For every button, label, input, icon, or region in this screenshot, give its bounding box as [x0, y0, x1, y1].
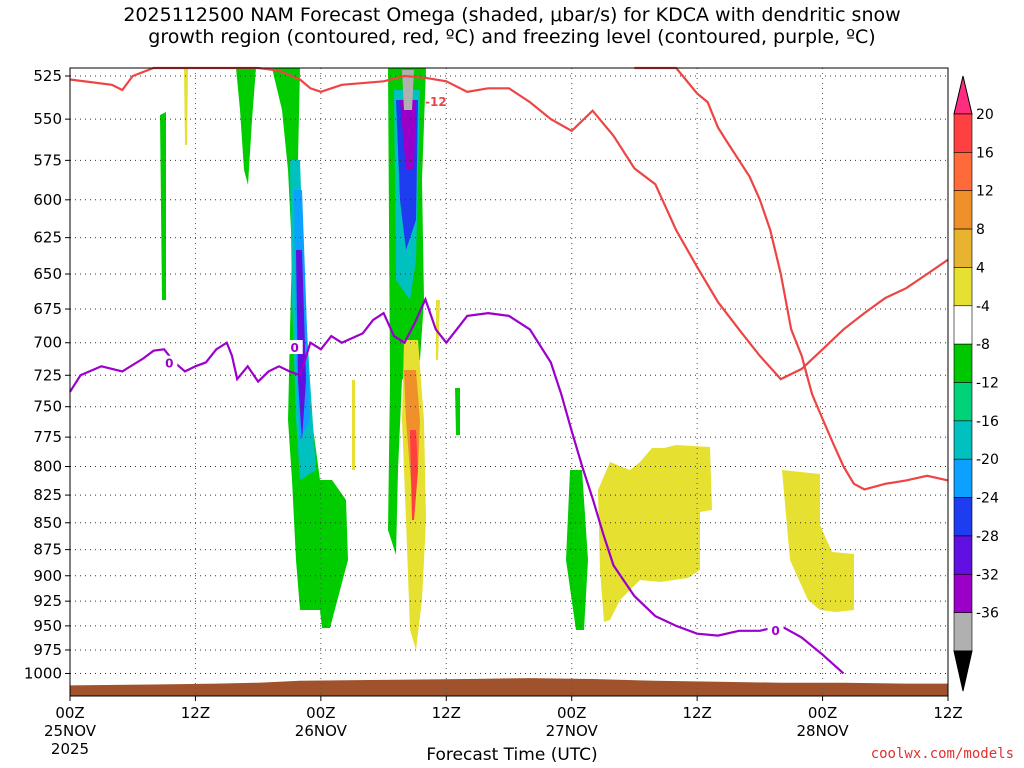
y-tick-label: 675 [33, 300, 62, 318]
contour-label-bg [286, 340, 303, 355]
omega-region-green [236, 68, 256, 185]
freezing-contour-label: 0 [165, 357, 173, 371]
y-tick-label: 775 [33, 428, 62, 446]
colorbar-label: -36 [976, 606, 999, 622]
omega-region-yellow [352, 380, 355, 470]
chart-title-line-2: growth region (contoured, red, ºC) and f… [148, 26, 876, 48]
y-tick-label: 975 [33, 641, 62, 659]
x-tick-date-label: 25NOV [44, 722, 97, 740]
y-tick-label: 900 [33, 567, 62, 585]
x-tick-label: 00Z [557, 704, 586, 722]
colorbar-swatch [953, 497, 973, 537]
colorbar-label: 20 [976, 107, 994, 123]
terrain-ground [70, 678, 948, 696]
colorbar-swatch [953, 228, 973, 268]
colorbar-label: -32 [976, 567, 999, 583]
colorbar-label: 8 [976, 222, 985, 238]
colorbar-bottom-triangle [953, 650, 973, 692]
dgz-contour-label: -12 [425, 95, 447, 109]
colorbar-label: -28 [976, 529, 999, 545]
y-tick-label: 750 [33, 398, 62, 416]
colorbar-swatch [953, 420, 973, 460]
omega-region-green [272, 68, 348, 628]
omega-region-green [566, 470, 588, 630]
omega-region-green [455, 388, 460, 435]
freezing-level-contour [69, 296, 845, 675]
freezing-contour-label: 0 [771, 624, 779, 638]
y-tick-label: 800 [33, 458, 62, 476]
y-tick-label: 550 [33, 110, 62, 128]
colorbar-swatch [953, 343, 973, 383]
omega-region-gray [402, 70, 414, 110]
colorbar-label: 12 [976, 184, 994, 200]
colorbar-swatch [953, 113, 973, 153]
y-tick-label: 700 [33, 334, 62, 352]
omega-region-red [410, 430, 418, 520]
colorbar-swatch [953, 305, 973, 345]
x-tick-label: 12Z [181, 704, 210, 722]
x-tick-date-label: 26NOV [295, 722, 348, 740]
y-tick-label: 950 [33, 617, 62, 635]
colorbar-label: -8 [976, 337, 990, 353]
colorbar-swatch [953, 267, 973, 307]
colorbar-swatch [953, 573, 973, 613]
x-tick-label: 12Z [682, 704, 711, 722]
omega-region-yellow [184, 68, 188, 145]
omega-region-yellow [782, 470, 854, 612]
omega-region-purple [400, 100, 416, 170]
colorbar-label: -20 [976, 452, 999, 468]
y-axis: 525 550 575 600 625 650 675 700 725 750 775 800 825 8… [24, 67, 70, 682]
y-tick-label: 875 [33, 541, 62, 559]
x-tick-label: 00Z [55, 704, 84, 722]
x-axis-title: Forecast Time (UTC) [426, 745, 598, 765]
y-tick-label: 1000 [24, 664, 62, 682]
y-tick-label: 625 [33, 229, 62, 247]
omega-region-green [160, 112, 166, 300]
dgz-contour [69, 66, 949, 381]
x-tick-label: 12Z [432, 704, 461, 722]
colorbar-top-triangle [953, 75, 973, 115]
x-tick-label: 12Z [933, 704, 962, 722]
colorbar-swatch [953, 152, 973, 192]
colorbar-label: -4 [976, 299, 990, 315]
freezing-contour-label: 0 [291, 341, 299, 355]
x-tick-date-label: 27NOV [546, 722, 599, 740]
y-tick-label: 650 [33, 265, 62, 283]
credit-link[interactable]: coolwx.com/models [870, 746, 1014, 762]
y-tick-label: 600 [33, 191, 62, 209]
chart-title-line-1: 2025112500 NAM Forecast Omega (shaded, μ… [123, 4, 901, 26]
y-tick-label: 525 [33, 67, 62, 85]
colorbar-swatch [953, 382, 973, 422]
colorbar-label: -16 [976, 414, 999, 430]
omega-shading [160, 68, 854, 650]
y-tick-label: 850 [33, 514, 62, 532]
colorbar-label: -12 [976, 376, 999, 392]
y-tick-label: 925 [33, 592, 62, 610]
x-tick-label: 00Z [306, 704, 335, 722]
colorbar-swatch [953, 190, 973, 230]
contour-label-bg [161, 355, 178, 370]
omega-region-yellow [598, 445, 712, 622]
x-tick-date-label: 28NOV [797, 722, 850, 740]
x-tick-label: 00Z [808, 704, 837, 722]
contour-label-bg [767, 622, 784, 637]
colorbar-swatch [953, 535, 973, 575]
contours: -12 0 0 0 [69, 66, 949, 675]
plot-frame [69, 67, 949, 697]
contour-label-bg [427, 94, 444, 109]
dgz-contour [634, 66, 949, 491]
colorbar: 20 16 12 8 4 -4 -8 -12 -16 -20 -24 -28 -32 -36 [953, 75, 999, 692]
y-tick-label: 575 [33, 151, 62, 169]
y-tick-label: 825 [33, 486, 62, 504]
colorbar-label: 16 [976, 145, 994, 161]
colorbar-swatch [953, 458, 973, 498]
colorbar-swatch [953, 612, 973, 652]
colorbar-label: 4 [976, 260, 985, 276]
colorbar-label: -24 [976, 491, 999, 507]
y-tick-label: 725 [33, 366, 62, 384]
omega-region-yellow [436, 300, 440, 360]
x-tick-year-label: 2025 [51, 740, 89, 758]
